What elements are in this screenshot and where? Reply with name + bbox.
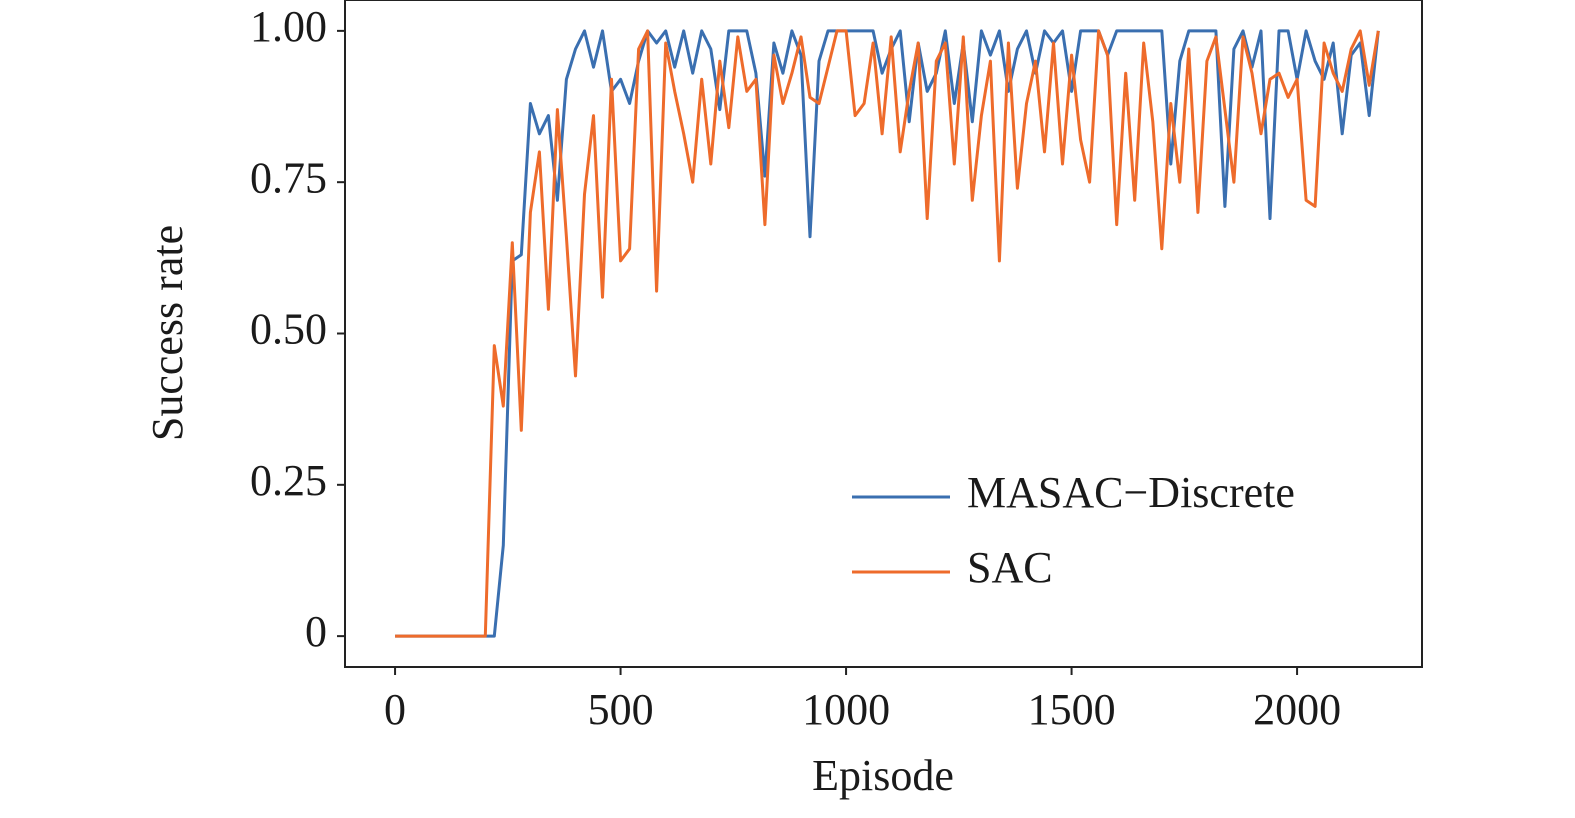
x-tick-label: 1500 <box>1028 685 1116 734</box>
y-tick-label: 1.00 <box>250 2 327 51</box>
legend-label: MASAC−Discrete <box>967 468 1295 517</box>
x-tick-label: 0 <box>384 685 406 734</box>
x-tick-label: 2000 <box>1253 685 1341 734</box>
y-tick-label: 0 <box>305 607 327 656</box>
x-tick-label: 1000 <box>802 685 890 734</box>
y-tick-label: 0.50 <box>250 305 327 354</box>
legend-label: SAC <box>967 543 1053 592</box>
series-line <box>395 29 1380 638</box>
y-axis-label: Success rate <box>143 225 192 441</box>
x-tick-label: 500 <box>588 685 654 734</box>
y-tick-label: 0.25 <box>250 456 327 505</box>
x-axis-label: Episode <box>812 751 954 800</box>
series-line <box>395 29 1380 638</box>
y-tick-label: 0.75 <box>250 153 327 202</box>
